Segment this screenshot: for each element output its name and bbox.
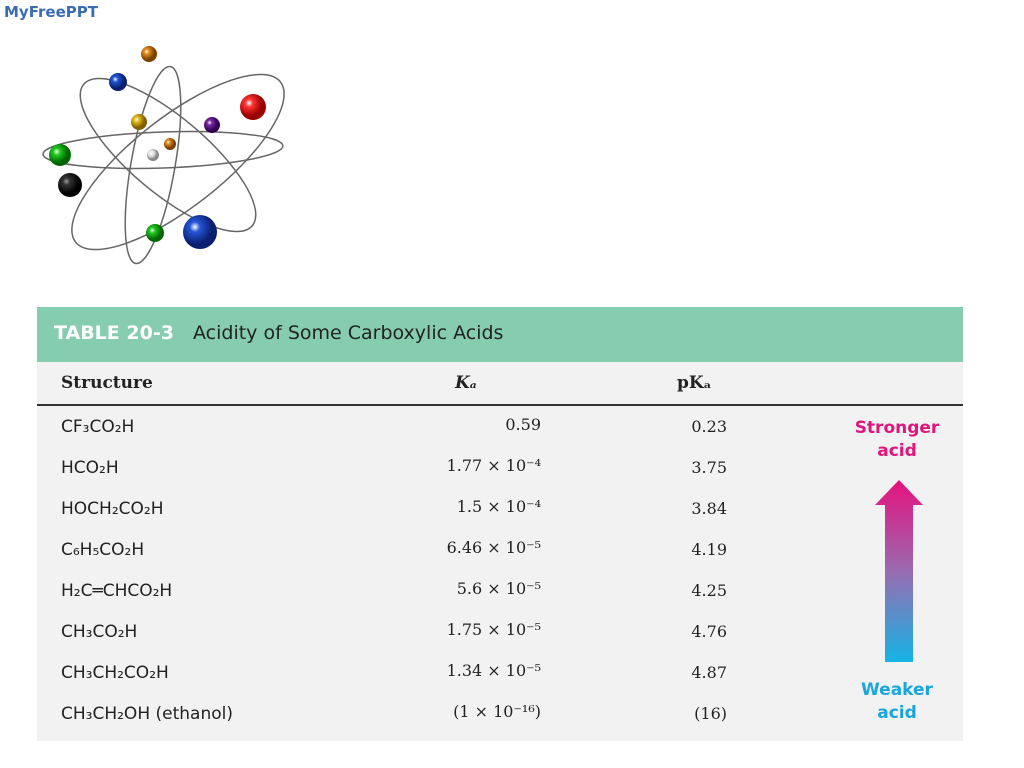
- structure-cell: CH₃CH₂CO₂H: [61, 663, 169, 683]
- ka-cell: 1.34 × 10⁻⁵: [446, 661, 541, 680]
- structure-cell: C₆H₅CO₂H: [61, 540, 145, 560]
- pka-cell: 4.19: [691, 540, 727, 559]
- pka-cell: (16): [694, 704, 727, 723]
- ka-cell: 1.75 × 10⁻⁵: [446, 620, 541, 639]
- atom-illustration: [42, 46, 285, 265]
- column-header-row: Structure Kₐ pKₐ: [37, 362, 963, 406]
- table-title: Acidity of Some Carboxylic Acids: [193, 322, 504, 344]
- structure-cell: CH₃CH₂OH (ethanol): [61, 704, 233, 724]
- structure-cell: H₂C═CHCO₂H: [61, 581, 173, 601]
- structure-cell: HOCH₂CO₂H: [61, 499, 164, 519]
- pka-cell: 3.84: [691, 499, 727, 518]
- ka-cell: 0.59: [505, 415, 541, 434]
- structure-cell: CH₃CO₂H: [61, 622, 138, 642]
- acidity-arrow: [875, 480, 923, 662]
- pka-cell: 4.76: [691, 622, 727, 641]
- arrow-label-top: Stronger acid: [854, 418, 940, 461]
- ka-cell: 1.5 × 10⁻⁴: [456, 497, 541, 516]
- pka-cell: 4.87: [691, 663, 727, 682]
- pka-cell: 4.25: [691, 581, 727, 600]
- structure-cell: CF₃CO₂H: [61, 417, 135, 437]
- column-header: Structure: [61, 373, 153, 393]
- table: TABLE 20-3 Acidity of Some Carboxylic Ac…: [37, 307, 963, 741]
- ka-cell: (1 × 10⁻¹⁶): [453, 702, 541, 721]
- column-header: pKₐ: [677, 373, 712, 393]
- table-number: TABLE 20-3: [54, 322, 174, 344]
- table-header: TABLE 20-3 Acidity of Some Carboxylic Ac…: [37, 307, 963, 362]
- arrow-label-bottom: Weaker acid: [861, 680, 933, 723]
- ka-cell: 5.6 × 10⁻⁵: [456, 579, 541, 598]
- pka-cell: 0.23: [691, 417, 727, 436]
- column-header: Kₐ: [455, 373, 477, 393]
- ka-cell: 1.77 × 10⁻⁴: [446, 456, 541, 475]
- logo: MyFreePPT: [4, 3, 98, 21]
- pka-cell: 3.75: [691, 458, 727, 477]
- ka-cell: 6.46 × 10⁻⁵: [446, 538, 541, 557]
- structure-cell: HCO₂H: [61, 458, 119, 478]
